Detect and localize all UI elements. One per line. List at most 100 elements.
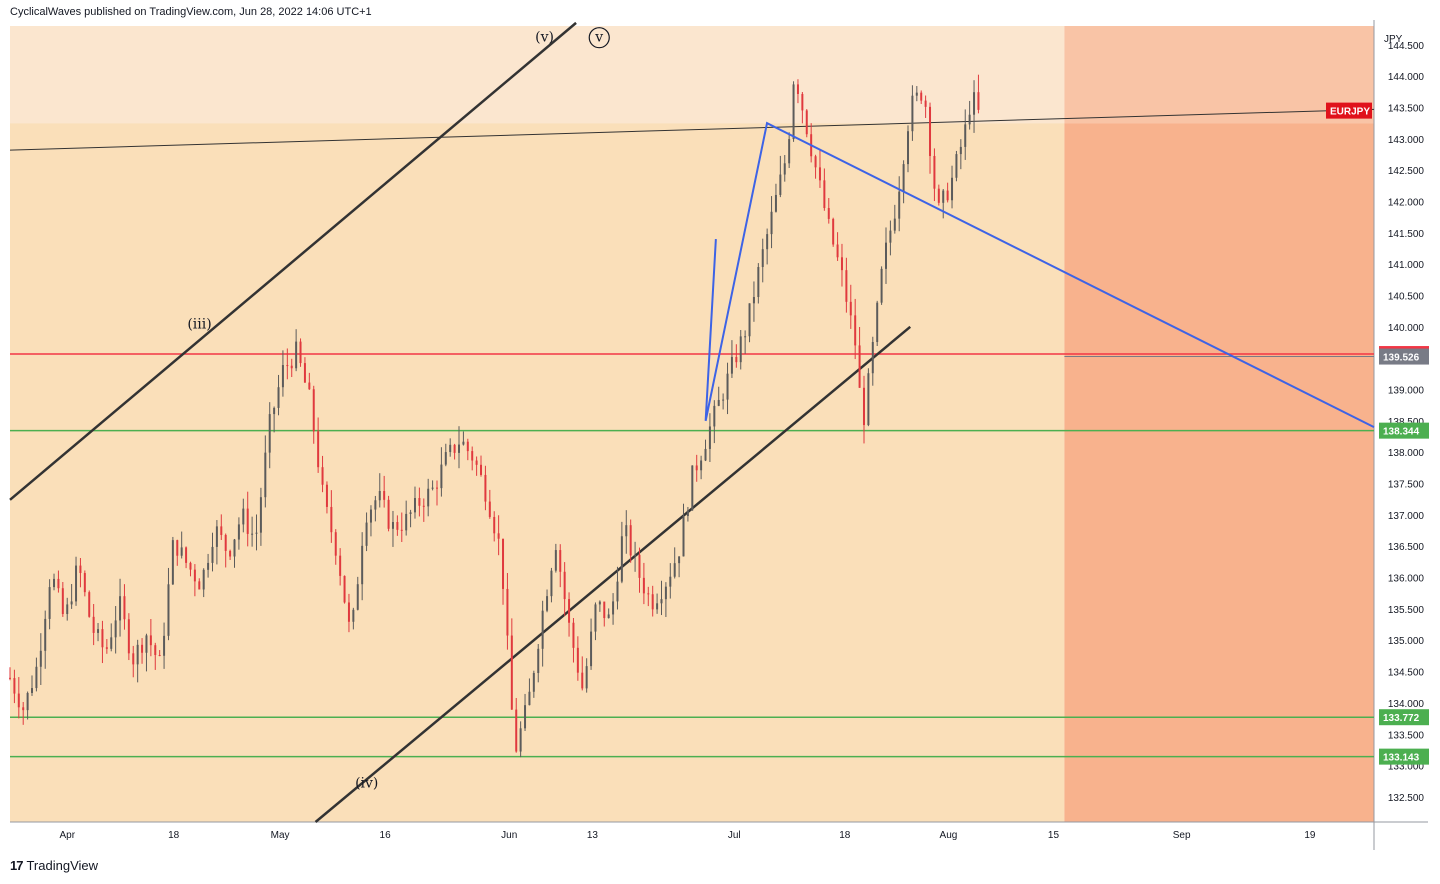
candle-body [158, 655, 161, 657]
background-upper-zone [10, 26, 1065, 124]
candle-body [242, 508, 245, 525]
candle-body [39, 650, 42, 667]
level-badge-label-2: 138.344 [1383, 427, 1420, 438]
candle-body [933, 155, 936, 189]
candle-body [251, 533, 254, 535]
y-tick-label: 135.000 [1388, 636, 1425, 647]
candle-body [44, 618, 47, 651]
candlestick-series [9, 74, 980, 758]
candle-body [977, 92, 980, 110]
candle-body [796, 84, 799, 94]
candle-body [83, 573, 86, 593]
candle-body [356, 584, 359, 610]
candle-body [259, 497, 262, 533]
candle-body [871, 342, 874, 374]
y-tick-label: 141.500 [1388, 229, 1425, 240]
y-tick-label: 137.000 [1388, 511, 1425, 522]
candle-body [383, 491, 386, 500]
channel-upper-line [9, 21, 577, 501]
candle-body [413, 498, 416, 513]
tradingview-logo[interactable]: 17 TradingView [10, 858, 98, 873]
candle-body [959, 146, 962, 155]
candle-body [854, 315, 857, 346]
candle-body [167, 584, 170, 636]
candle-body [458, 444, 461, 453]
candle-body [647, 593, 650, 595]
candle-body [656, 603, 659, 610]
candle-body [840, 257, 843, 271]
projection-path [704, 121, 1375, 429]
candle-body [920, 92, 923, 101]
candle-body [735, 356, 738, 363]
candle-body [220, 526, 223, 535]
candle-body [246, 508, 249, 534]
candle-body [211, 546, 214, 563]
candle-body [185, 547, 188, 563]
candle-body [114, 620, 117, 638]
y-tick-label: 144.000 [1388, 72, 1425, 83]
axis-currency-label: JPY [1384, 34, 1403, 45]
candle-body [625, 525, 628, 537]
level-badge-3 [1379, 709, 1429, 726]
candle-body [361, 545, 364, 585]
candle-body [422, 505, 425, 507]
candle-body [752, 297, 755, 304]
candle-body [497, 533, 500, 539]
candle-body [70, 601, 73, 605]
candle-body [673, 563, 676, 577]
candle-body [700, 460, 703, 471]
candle-body [951, 177, 954, 201]
candle-body [915, 92, 918, 96]
y-tick-label: 137.500 [1388, 480, 1425, 491]
y-tick-label: 142.000 [1388, 197, 1425, 208]
candle-body [17, 693, 20, 708]
x-tick-label: 15 [1048, 830, 1060, 841]
candle-body [730, 356, 733, 374]
candle-body [339, 555, 342, 576]
candle-body [409, 512, 412, 514]
level-badge-4 [1379, 748, 1429, 765]
candle-body [550, 570, 553, 597]
candle-body [132, 653, 135, 665]
candle-body [255, 532, 258, 534]
candle-body [308, 382, 311, 390]
candle-body [559, 550, 562, 572]
candle-body [814, 156, 817, 168]
candle-body [88, 592, 91, 617]
candle-body [546, 596, 549, 611]
x-tick-label: Apr [60, 830, 76, 841]
candle-body [788, 139, 791, 164]
candle-body [233, 539, 236, 557]
candle-body [774, 194, 777, 212]
candle-body [22, 707, 25, 711]
candle-body [515, 709, 518, 752]
candle-body [876, 302, 879, 343]
candle-body [704, 448, 707, 461]
candle-body [858, 345, 861, 388]
candle-body [171, 540, 174, 585]
candle-body [616, 581, 619, 602]
candle-body [678, 556, 681, 564]
candle-body [563, 571, 566, 600]
candle-body [568, 599, 571, 623]
candle-body [528, 691, 531, 706]
candle-body [964, 124, 967, 147]
tradingview-mark-icon: 17 [10, 858, 24, 873]
candle-body [405, 513, 408, 531]
candle-body [642, 577, 645, 594]
x-tick-label: 19 [1304, 830, 1316, 841]
candle-body [832, 218, 835, 245]
candle-body [502, 538, 505, 589]
candle-body [766, 234, 769, 250]
candle-body [744, 336, 747, 338]
candle-body [127, 619, 130, 654]
candle-body [35, 666, 38, 689]
candle-body [163, 635, 166, 656]
x-tick-label: Aug [940, 830, 958, 841]
y-tick-label: 134.500 [1388, 668, 1425, 679]
candle-body [374, 500, 377, 510]
candle-body [493, 516, 496, 534]
candle-body [369, 509, 372, 523]
symbol-tag [1326, 102, 1372, 119]
